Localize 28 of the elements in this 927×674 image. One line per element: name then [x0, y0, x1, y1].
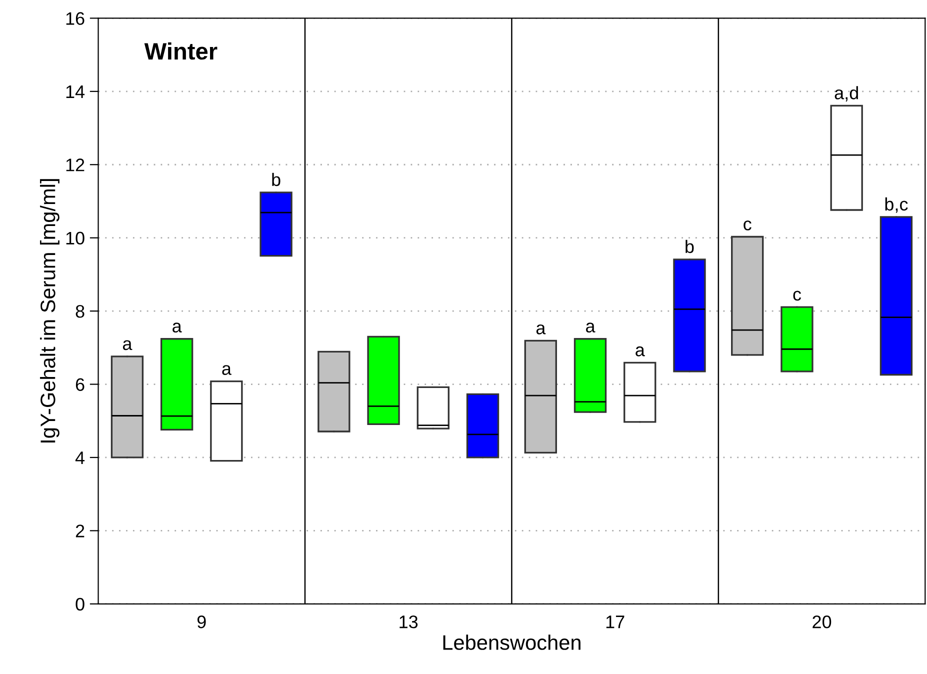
text: a [172, 322, 182, 333]
y-tick-label: 8 [76, 304, 84, 318]
text: a [586, 322, 596, 333]
text: c [744, 220, 752, 230]
y-axis-title: IgY-Gehalt im Serum [mg/ml] [40, 179, 60, 442]
text: a [122, 340, 132, 350]
text: a,d [834, 86, 858, 102]
x-axis-title: Lebenswochen [443, 634, 580, 650]
text: b,c [885, 197, 908, 213]
y-tick-label: 4 [75, 452, 85, 464]
text: Winter [144, 42, 218, 60]
text: c [793, 290, 802, 301]
y-tick-label: 10 [66, 232, 84, 245]
y-tick-label: 2 [76, 524, 84, 538]
x-tick-label: 13 [400, 615, 418, 628]
text: b [272, 172, 280, 186]
y-tick-label: 6 [76, 378, 84, 391]
text: b [686, 240, 694, 254]
y-tick-label: 12 [66, 158, 84, 172]
text: a [636, 346, 645, 356]
y-tick-label: 14 [66, 86, 85, 98]
x-tick-label: 9 [197, 615, 206, 628]
x-tick-label: 17 [606, 616, 624, 628]
y-tick-label: 16 [66, 12, 84, 25]
y-tick-label: 0 [76, 598, 84, 611]
text: a [222, 365, 232, 375]
x-tick-label: 20 [812, 615, 832, 628]
text: a [536, 324, 546, 334]
